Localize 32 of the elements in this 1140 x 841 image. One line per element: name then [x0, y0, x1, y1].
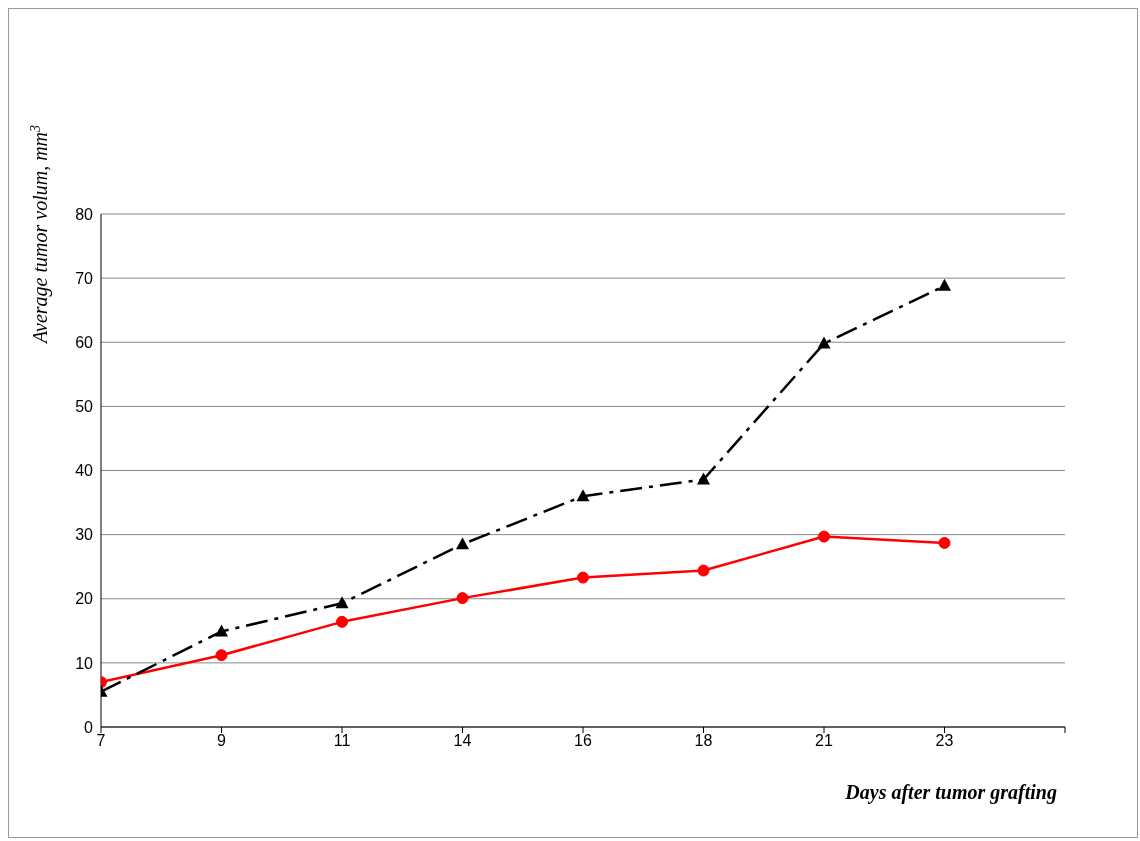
x-tick-label: 23 [935, 732, 954, 750]
point [938, 278, 951, 291]
point [215, 649, 228, 662]
x-tick-label: 9 [217, 732, 227, 750]
y-tick-label: 30 [75, 526, 94, 544]
point [818, 530, 830, 543]
y-tick-label: 50 [75, 398, 94, 416]
y-tick-label: 60 [75, 333, 94, 351]
y-tick-label: 70 [75, 269, 94, 287]
point [336, 615, 348, 628]
point [456, 592, 469, 605]
point [576, 489, 590, 502]
point [215, 624, 228, 637]
x-tick-label: 21 [815, 732, 833, 750]
y-tick-label: 10 [75, 654, 94, 672]
y-tick-label: 80 [75, 205, 94, 223]
x-axis-title: Days after tumor grafting [844, 781, 1057, 804]
point [697, 564, 710, 577]
point [335, 596, 349, 609]
x-tick-label: 11 [333, 732, 351, 750]
y-tick-label: 40 [75, 462, 94, 480]
point [938, 536, 951, 549]
x-tick-label: 7 [96, 732, 106, 750]
x-tick-label: 18 [694, 732, 713, 750]
point [577, 571, 589, 584]
y-tick-label: 20 [75, 590, 94, 608]
x-tick-label: 16 [574, 732, 592, 750]
x-tick-label: 14 [453, 732, 472, 750]
point [456, 537, 469, 550]
y-tick-label: 0 [84, 718, 94, 736]
point [697, 472, 710, 485]
point [817, 336, 831, 349]
